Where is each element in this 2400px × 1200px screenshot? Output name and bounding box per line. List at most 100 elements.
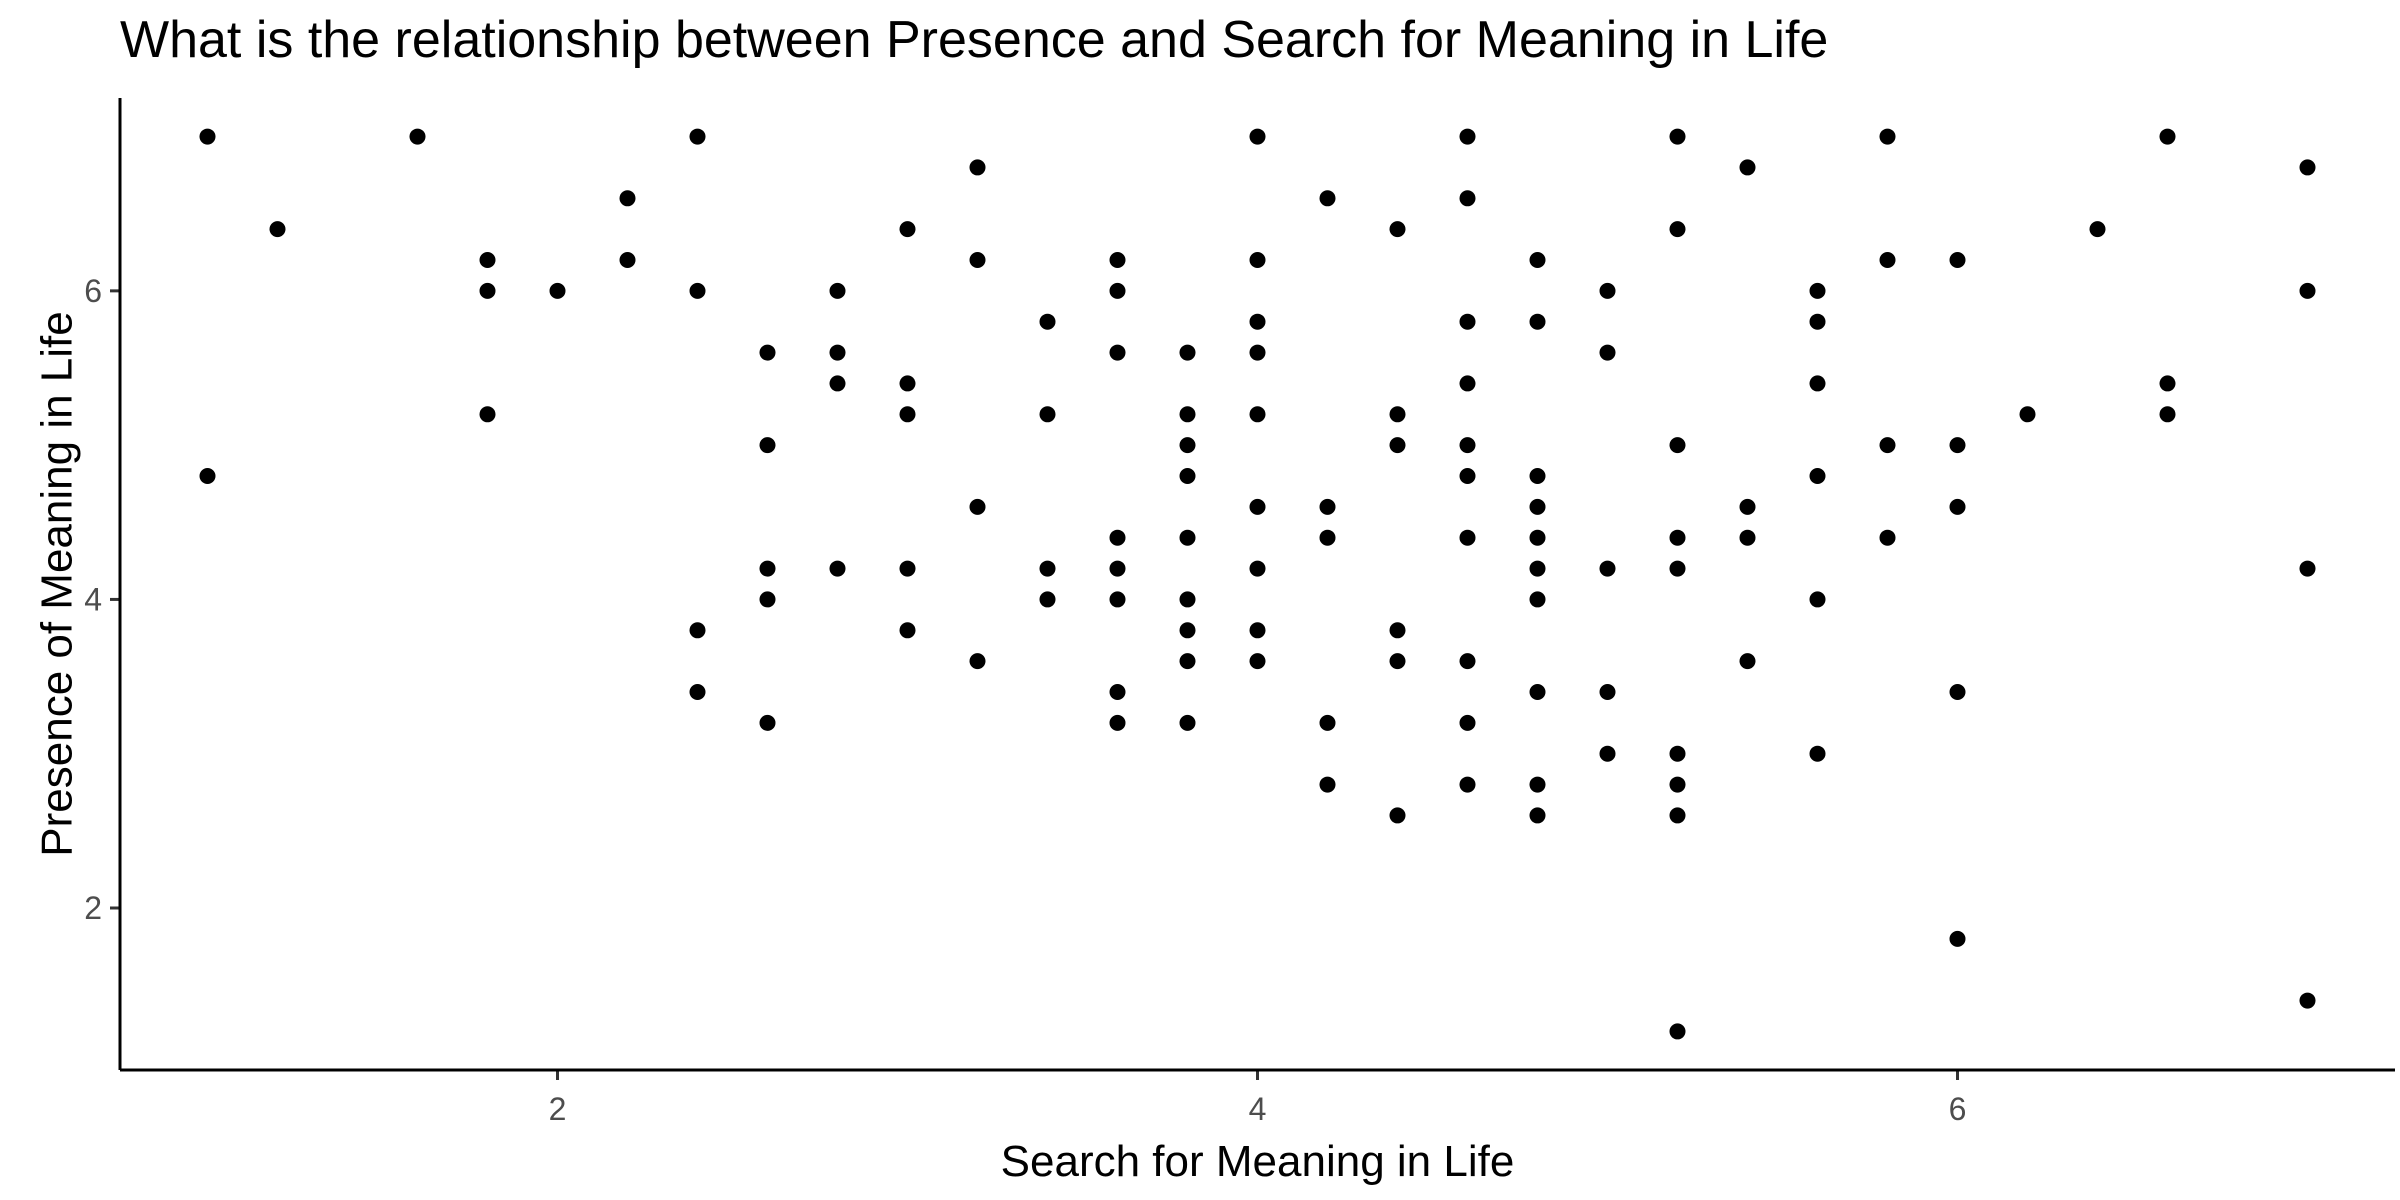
data-point — [1109, 560, 1126, 577]
data-point — [1249, 313, 1266, 330]
data-point — [1179, 591, 1196, 608]
data-point — [1249, 498, 1266, 515]
x-tick-label: 2 — [549, 1091, 567, 1127]
data-point — [1249, 344, 1266, 361]
data-point — [1669, 437, 1686, 454]
data-point — [2299, 159, 2316, 176]
data-point — [199, 128, 216, 145]
data-point — [1249, 653, 1266, 670]
data-point — [1879, 529, 1896, 546]
data-point — [1669, 221, 1686, 238]
data-point — [269, 221, 286, 238]
data-point — [1599, 560, 1616, 577]
data-point — [1879, 128, 1896, 145]
data-point — [1389, 653, 1406, 670]
data-point — [689, 622, 706, 639]
data-point — [1949, 252, 1966, 268]
data-point — [899, 375, 916, 392]
data-point — [1949, 437, 1966, 454]
data-point — [2299, 282, 2316, 299]
data-point — [1109, 591, 1126, 608]
chart-title: What is the relationship between Presenc… — [120, 11, 1829, 69]
data-point — [1809, 745, 1826, 762]
data-point — [1529, 776, 1546, 793]
data-point — [1459, 313, 1476, 330]
data-point — [1669, 529, 1686, 546]
data-point — [2299, 992, 2316, 1009]
data-point — [899, 560, 916, 577]
data-point — [1459, 653, 1476, 670]
data-point — [1109, 684, 1126, 700]
data-point — [1739, 159, 1756, 176]
data-point — [1179, 344, 1196, 361]
data-point — [1319, 776, 1336, 793]
data-point — [829, 560, 846, 577]
data-point — [1179, 406, 1196, 423]
data-point — [1529, 807, 1546, 824]
data-point — [1809, 375, 1826, 392]
x-tick-label: 6 — [1949, 1091, 1967, 1127]
data-point — [199, 468, 216, 484]
data-point — [2089, 221, 2106, 238]
data-point — [2159, 128, 2176, 145]
data-point — [1669, 560, 1686, 577]
data-point — [1319, 529, 1336, 546]
data-point — [1459, 776, 1476, 793]
data-point — [1459, 529, 1476, 546]
data-point — [1039, 406, 1056, 423]
data-point — [479, 282, 496, 299]
points-layer — [199, 128, 2316, 1040]
data-point — [829, 344, 846, 361]
data-point — [1529, 591, 1546, 608]
data-point — [1039, 591, 1056, 608]
data-point — [1179, 714, 1196, 731]
data-point — [1459, 468, 1476, 484]
data-point — [1249, 622, 1266, 639]
data-point — [1669, 1023, 1686, 1040]
data-point — [1389, 406, 1406, 423]
ticks-layer: 2 4 6 2 4 6 — [84, 273, 1966, 1127]
data-point — [1879, 437, 1896, 454]
data-point — [1949, 498, 1966, 515]
data-point — [1179, 468, 1196, 484]
data-point — [1529, 684, 1546, 700]
data-point — [1739, 653, 1756, 670]
data-point — [1249, 406, 1266, 423]
data-point — [689, 128, 706, 145]
data-point — [1529, 252, 1546, 268]
data-point — [1669, 745, 1686, 762]
data-point — [409, 128, 426, 145]
data-point — [1529, 529, 1546, 546]
data-point — [1809, 313, 1826, 330]
data-point — [759, 437, 776, 454]
data-point — [1179, 622, 1196, 639]
data-point — [1669, 128, 1686, 145]
data-point — [969, 653, 986, 670]
data-point — [1809, 468, 1826, 484]
data-point — [1179, 653, 1196, 670]
data-point — [1389, 437, 1406, 454]
data-point — [1179, 437, 1196, 454]
y-axis-title: Presence of Meaning in Life — [32, 311, 81, 856]
data-point — [1529, 498, 1546, 515]
data-point — [1809, 282, 1826, 299]
data-point — [759, 591, 776, 608]
data-point — [1109, 714, 1126, 731]
data-point — [1319, 714, 1336, 731]
data-point — [1109, 344, 1126, 361]
data-point — [1529, 313, 1546, 330]
data-point — [1389, 807, 1406, 824]
data-point — [829, 282, 846, 299]
x-tick-label: 4 — [1249, 1091, 1267, 1127]
data-point — [1179, 529, 1196, 546]
data-point — [619, 252, 636, 268]
data-point — [2019, 406, 2036, 423]
data-point — [1599, 745, 1616, 762]
y-tick-label: 6 — [84, 273, 102, 309]
data-point — [479, 252, 496, 268]
x-axis-title: Search for Meaning in Life — [1001, 1137, 1515, 1186]
data-point — [1809, 591, 1826, 608]
data-point — [759, 560, 776, 577]
